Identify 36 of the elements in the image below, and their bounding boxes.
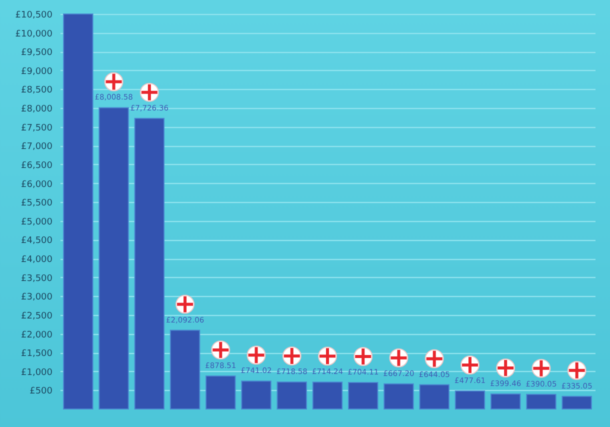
bar: [170, 330, 200, 410]
bar: [384, 383, 414, 410]
y-tick-label: £8,000: [21, 104, 53, 115]
y-tick-label: £3,500: [21, 274, 53, 284]
y-tick-label: £2,500: [21, 311, 53, 322]
y-tick-label: £1,500: [21, 349, 53, 360]
y-tick-label: £5,000: [21, 217, 53, 228]
bar: [241, 380, 272, 410]
y-tick-label: £9,000: [21, 66, 53, 77]
bar: [562, 396, 592, 410]
y-tick-label: £7,000: [21, 142, 53, 152]
bar: [134, 118, 165, 410]
y-tick-label: £10,500: [15, 10, 53, 20]
y-tick-label: £4,500: [21, 236, 53, 246]
y-tick-label: £3,000: [21, 292, 53, 303]
bar: [526, 394, 556, 410]
y-tick-label: £6,000: [21, 180, 53, 190]
y-tick-label: £5,500: [21, 198, 53, 209]
y-tick-label: £2,000: [21, 330, 53, 340]
y-tick-label: £9,500: [21, 48, 53, 58]
bar: [490, 393, 521, 410]
bar: [454, 390, 486, 410]
y-tick-label: £6,500: [21, 160, 53, 171]
bar: [98, 107, 129, 410]
y-tick-label: £7,500: [21, 123, 53, 134]
y-tick-label: £1,000: [21, 368, 53, 378]
y-tick-label: £10,000: [15, 29, 53, 40]
y-tick-label: £8,500: [21, 86, 53, 96]
bar: [206, 375, 236, 410]
bar: [276, 381, 307, 410]
bar: [419, 384, 450, 410]
y-tick-label: £500: [30, 386, 53, 397]
bar: [63, 14, 94, 410]
bar: [312, 382, 343, 410]
bar: [348, 382, 378, 410]
y-tick-label: £4,000: [21, 255, 53, 266]
